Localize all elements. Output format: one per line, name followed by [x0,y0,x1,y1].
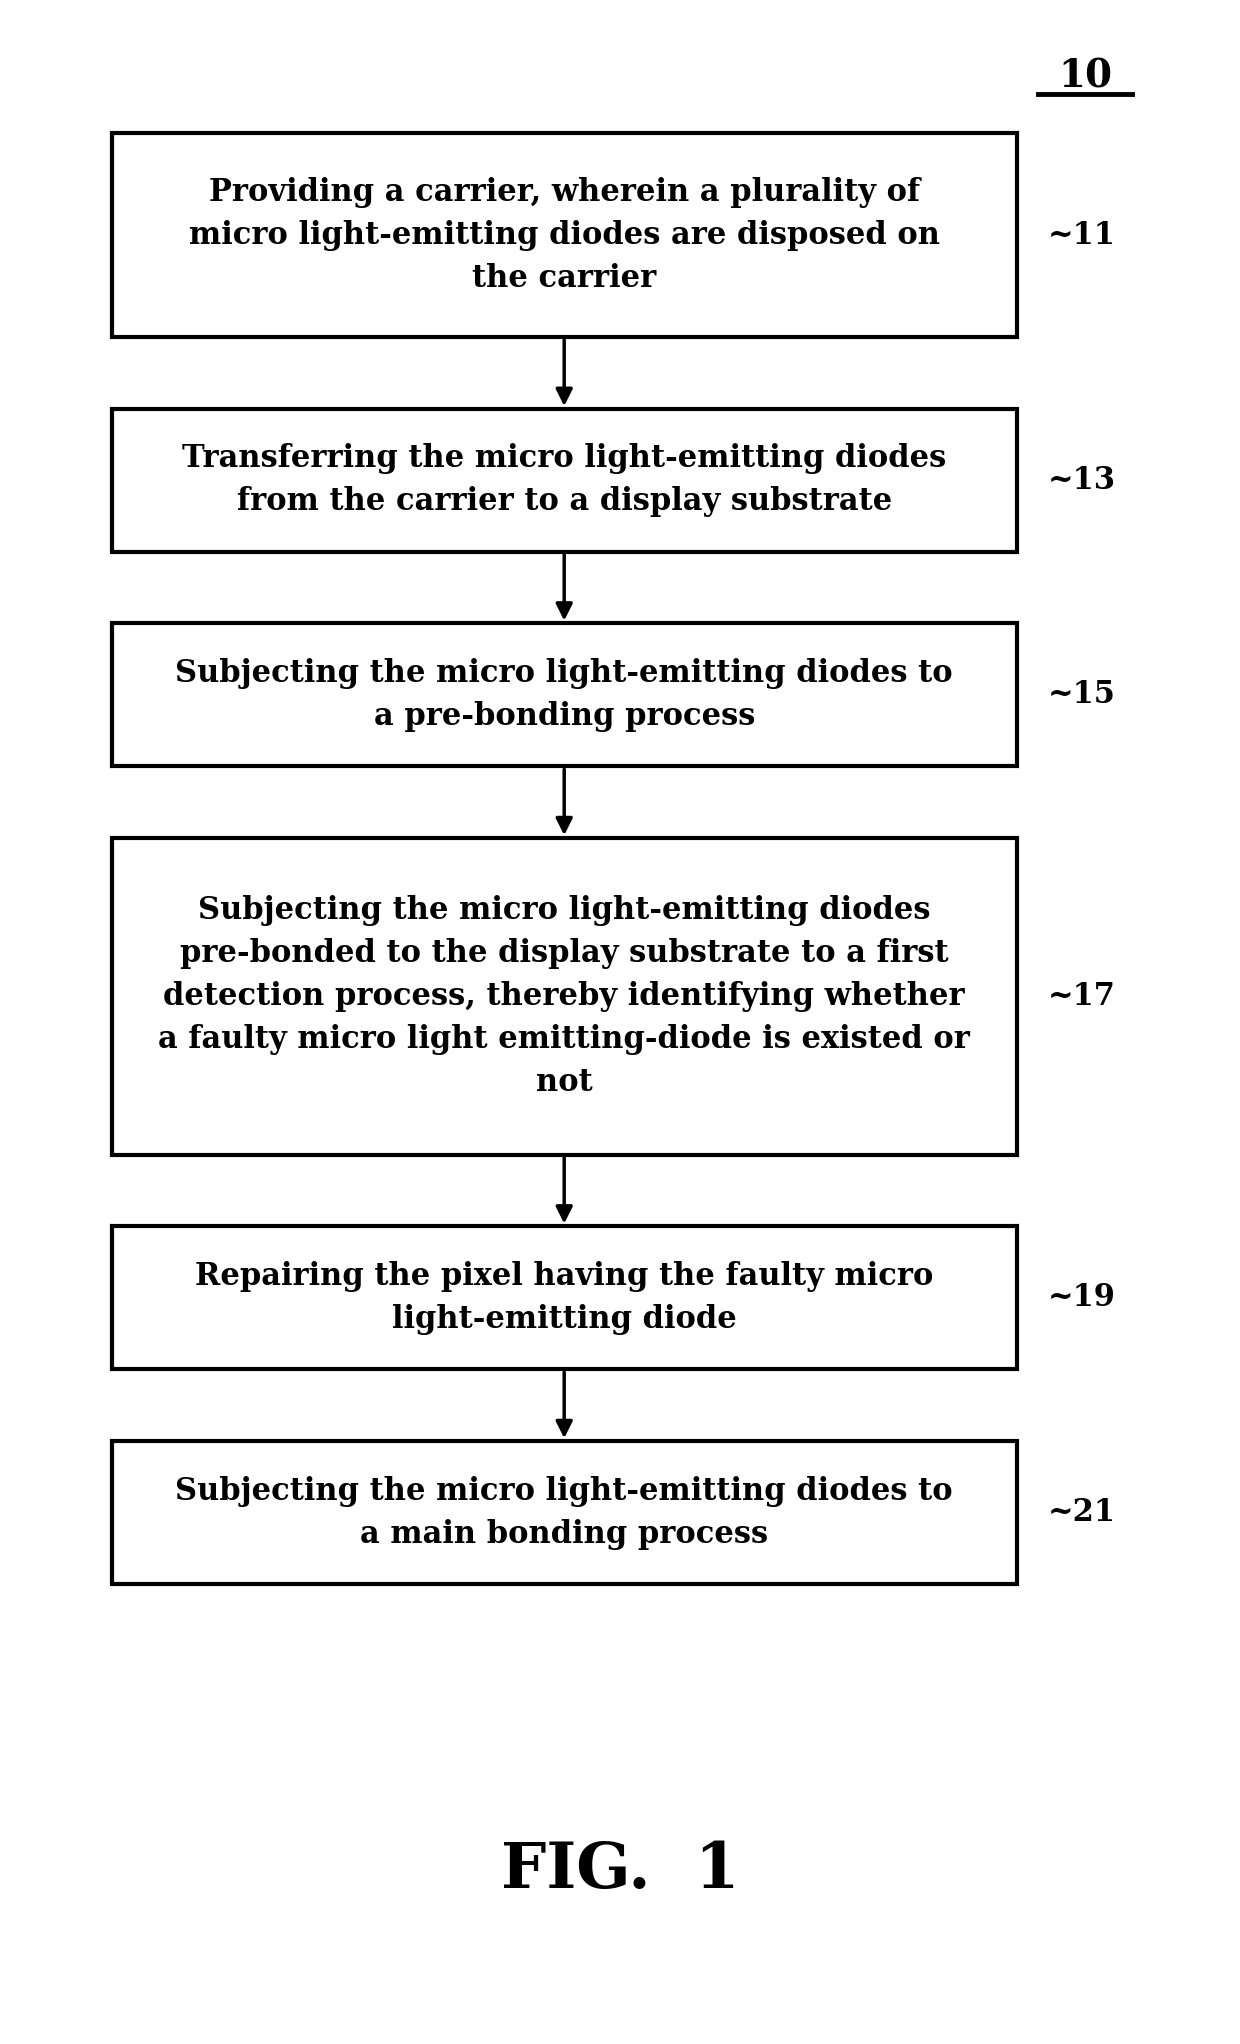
Text: ~11: ~11 [1048,219,1116,251]
Text: ~15: ~15 [1048,679,1116,711]
Text: Providing a carrier, wherein a plurality of
micro light-emitting diodes are disp: Providing a carrier, wherein a plurality… [188,176,940,294]
Text: Repairing the pixel having the faulty micro
light-emitting diode: Repairing the pixel having the faulty mi… [195,1261,934,1335]
Bar [112,133,1017,337]
Text: ~17: ~17 [1048,981,1116,1012]
Bar [112,838,1017,1155]
Text: ~19: ~19 [1048,1282,1116,1314]
Bar [112,1226,1017,1369]
Text: ~21: ~21 [1048,1496,1116,1529]
Bar [112,623,1017,766]
Text: FIG.  1: FIG. 1 [501,1840,739,1901]
Bar [112,409,1017,552]
Bar [112,1441,1017,1584]
Text: Subjecting the micro light-emitting diodes
pre-bonded to the display substrate t: Subjecting the micro light-emitting diod… [159,895,970,1098]
Text: ~13: ~13 [1048,464,1116,497]
Text: Subjecting the micro light-emitting diodes to
a pre-bonding process: Subjecting the micro light-emitting diod… [175,658,954,732]
Text: 10: 10 [1058,57,1112,96]
Text: Subjecting the micro light-emitting diodes to
a main bonding process: Subjecting the micro light-emitting diod… [175,1476,954,1549]
Text: Transferring the micro light-emitting diodes
from the carrier to a display subst: Transferring the micro light-emitting di… [182,444,946,517]
